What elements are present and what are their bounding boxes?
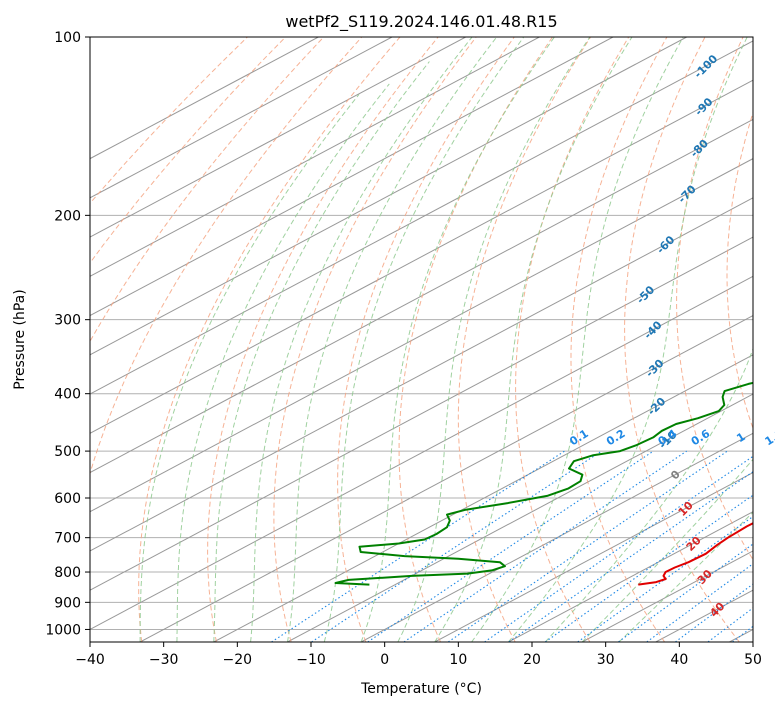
mixing-ratio-line xyxy=(508,471,753,642)
y-tick-label: 600 xyxy=(54,491,81,507)
y-tick-label: 500 xyxy=(54,444,81,460)
isotherm-line xyxy=(90,37,687,356)
moist-adiabat xyxy=(471,37,684,642)
mixing-ratio-line xyxy=(367,450,654,642)
dry-adiabat xyxy=(457,37,592,642)
moist-adiabat xyxy=(176,83,390,642)
x-tick-label: 30 xyxy=(597,652,615,668)
isotherm-line xyxy=(434,471,753,642)
dry-adiabat-lines xyxy=(90,37,753,642)
mixing-ratio-line xyxy=(484,455,753,642)
x-tick-label: 10 xyxy=(449,652,467,668)
x-tick-label: −30 xyxy=(149,652,179,668)
moist-adiabat xyxy=(434,37,633,642)
x-tick-label: 50 xyxy=(744,652,762,668)
x-axis-label: Temperature (°C) xyxy=(360,681,482,697)
dry-adiabat xyxy=(624,37,740,642)
chart-title: wetPf2_S119.2024.146.01.48.R15 xyxy=(285,12,557,32)
dry-adiabat xyxy=(337,37,515,642)
x-axis-ticks: −40 −30 −20 −10 0 10 20 30 40 50 xyxy=(75,642,762,668)
isotherm-line xyxy=(90,197,753,552)
x-tick-label: 20 xyxy=(523,652,541,668)
dry-adiabat xyxy=(273,37,477,642)
isotherm-line xyxy=(213,354,753,642)
y-tick-label: 100 xyxy=(54,30,81,46)
x-tick-label: −20 xyxy=(223,652,253,668)
moist-adiabat xyxy=(618,511,753,642)
mixing-ratio-line xyxy=(447,450,728,642)
isotherm-line xyxy=(360,432,753,642)
moist-adiabat xyxy=(581,458,753,642)
y-tick-label: 700 xyxy=(54,531,81,547)
moist-adiabat xyxy=(323,37,525,642)
moist-adiabat xyxy=(250,37,473,642)
sounding-series xyxy=(334,381,753,586)
isotherm-lines xyxy=(90,37,753,642)
dry-adiabat xyxy=(570,37,668,642)
isotherm-line xyxy=(90,118,753,474)
isotherm-line xyxy=(90,37,540,277)
isotherm-line xyxy=(90,37,614,317)
plot-frame xyxy=(89,36,754,643)
isotherm-line xyxy=(90,158,753,513)
dry-adiabat xyxy=(207,37,439,642)
x-tick-label: 0 xyxy=(380,652,389,668)
dry-adiabat xyxy=(398,37,553,642)
isotherm-line xyxy=(90,37,466,238)
pressure-grid xyxy=(90,37,753,630)
temperature-line xyxy=(638,522,753,586)
moist-adiabat xyxy=(286,37,498,642)
moist-adiabat-lines xyxy=(139,37,753,642)
y-tick-label: 300 xyxy=(54,313,81,329)
mixing-ratio-line xyxy=(311,450,602,642)
mixing-ratio-lines xyxy=(271,450,753,642)
y-axis-ticks: 100 200 300 400 500 600 700 800 900 1000 xyxy=(45,30,90,638)
moist-adiabat xyxy=(213,61,430,642)
dewpoint-line xyxy=(334,381,753,586)
isotherm-line xyxy=(90,37,319,160)
y-tick-label: 900 xyxy=(54,595,81,611)
y-tick-label: 200 xyxy=(54,208,81,224)
y-tick-label: 1000 xyxy=(45,622,81,638)
dry-adiabat xyxy=(515,37,630,642)
moist-adiabat xyxy=(508,37,748,642)
isotherm-line xyxy=(90,236,753,591)
dry-adiabat xyxy=(676,37,753,561)
mixing-ratio-line xyxy=(618,543,753,642)
x-tick-label: 40 xyxy=(670,652,688,668)
y-axis-label: Pressure (hPa) xyxy=(12,289,28,389)
mixing-ratio-line xyxy=(577,515,753,642)
isotherm-line xyxy=(90,79,753,434)
dry-adiabat xyxy=(138,37,401,642)
x-tick-label: −40 xyxy=(75,652,105,668)
moist-adiabat xyxy=(544,347,753,642)
y-tick-label: 400 xyxy=(54,387,81,403)
isotherm-line xyxy=(90,40,753,395)
isotherm-line xyxy=(90,275,753,631)
x-tick-label: −10 xyxy=(296,652,326,668)
y-tick-label: 800 xyxy=(54,565,81,581)
moist-adiabat xyxy=(139,94,360,642)
mixing-ratio-line xyxy=(544,494,753,642)
isotherm-line xyxy=(508,511,753,642)
isotherm-line xyxy=(287,393,753,642)
isotherm-line xyxy=(90,37,393,199)
isotherm-line xyxy=(139,315,753,642)
moist-adiabat xyxy=(397,37,591,642)
moist-adiabat xyxy=(360,37,555,642)
